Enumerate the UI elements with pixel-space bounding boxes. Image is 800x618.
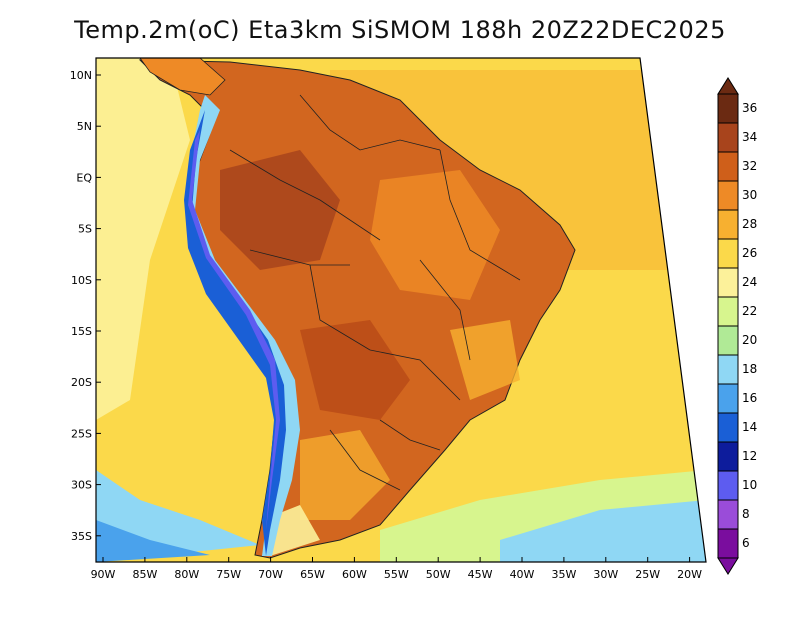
- colorbar-segment: [717, 238, 739, 269]
- longitude-axis: 90W 85W 80W 75W 70W 65W 60W 55W 50W 45W 40W 35W 30W 2…: [91, 557, 702, 581]
- latitude-axis: 10N 5N EQ 5S 10S 15S 20S 25S 30S 35S: [70, 69, 101, 543]
- colorbar-segment: [717, 209, 739, 240]
- lon-tick-label: 55W: [384, 568, 409, 581]
- colorbar-label: 24: [742, 275, 757, 289]
- southeast-brazil-mild: [450, 320, 520, 400]
- colorbar-segment: [717, 122, 739, 153]
- pacific-cool-strip: [96, 58, 190, 420]
- colorbar-segment: [717, 441, 739, 472]
- central-brazil-warm: [370, 170, 500, 300]
- colorbar-label: 32: [742, 159, 757, 173]
- lat-tick-label: 10N: [70, 69, 92, 82]
- colorbar-label: 36: [742, 101, 757, 115]
- lat-tick-label: 35S: [71, 530, 92, 543]
- colorbar-segment: [717, 151, 739, 182]
- colorbar-label: 30: [742, 188, 757, 202]
- colorbar-label: 20: [742, 333, 757, 347]
- colorbar-top-arrow: [717, 77, 739, 95]
- country-borders: [229, 94, 521, 491]
- colorbar-segment: [717, 267, 739, 298]
- lon-tick-label: 50W: [426, 568, 451, 581]
- lon-tick-label: 20W: [677, 568, 702, 581]
- lat-tick-label: 15S: [71, 325, 92, 338]
- colorbar-segment: [717, 296, 739, 327]
- andes-peaks: [188, 130, 280, 530]
- lat-tick-label: 30S: [71, 479, 92, 492]
- andes-colder-band: [184, 110, 286, 556]
- lon-tick-label: 70W: [258, 568, 283, 581]
- lon-tick-label: 65W: [300, 568, 325, 581]
- colorbar-label: 12: [742, 449, 757, 463]
- colorbar-segment: [717, 383, 739, 414]
- colorbar-label: 34: [742, 130, 757, 144]
- colorbar-segment: [717, 93, 739, 124]
- colorbar: 36 34 32 30 28 26 24 22 20 18 16 14 12 10 8 6: [717, 77, 757, 575]
- chaco-hot-region: [300, 320, 410, 420]
- lon-tick-label: 80W: [174, 568, 199, 581]
- lon-tick-label: 60W: [342, 568, 367, 581]
- south-pacific-colder: [96, 520, 210, 562]
- colorbar-segment: [717, 412, 739, 443]
- lon-tick-label: 35W: [551, 568, 576, 581]
- map-title: Temp.2m(oC) Eta3km SiSMOM 188h 20Z22DEC2…: [74, 16, 726, 44]
- colorbar-label: 16: [742, 391, 757, 405]
- colorbar-label: 22: [742, 304, 757, 318]
- colorbar-segment: [717, 470, 739, 501]
- colorbar-label: 14: [742, 420, 757, 434]
- colorbar-label: 18: [742, 362, 757, 376]
- colorbar-label: 8: [742, 507, 750, 521]
- lat-tick-label: 5N: [77, 120, 92, 133]
- lon-tick-label: 40W: [510, 568, 535, 581]
- lat-tick-label: 20S: [71, 376, 92, 389]
- map-frame: [95, 57, 707, 563]
- lon-tick-label: 30W: [593, 568, 618, 581]
- lon-tick-label: 85W: [132, 568, 157, 581]
- colorbar-segment: [717, 325, 739, 356]
- amazon-hot-region: [220, 150, 340, 270]
- south-atlantic-cold: [500, 500, 706, 562]
- lat-tick-label: 5S: [78, 223, 92, 236]
- lon-tick-label: 90W: [91, 568, 116, 581]
- lat-tick-label: EQ: [76, 171, 92, 184]
- pampas-mild: [300, 430, 390, 520]
- central-america: [139, 58, 226, 96]
- colorbar-segment: [717, 528, 739, 559]
- map-panel: [96, 58, 706, 562]
- lon-tick-label: 45W: [468, 568, 493, 581]
- colorbar-segment: [717, 499, 739, 530]
- colorbar-label: 6: [742, 536, 750, 550]
- lat-tick-label: 25S: [71, 427, 92, 440]
- colorbar-label: 26: [742, 246, 757, 260]
- colorbar-segment: [717, 354, 739, 385]
- lon-tick-label: 25W: [635, 568, 660, 581]
- colorbar-bottom-arrow: [717, 557, 739, 575]
- colorbar-segment: [717, 180, 739, 211]
- colorbar-label: 28: [742, 217, 757, 231]
- lat-tick-label: 10S: [71, 274, 92, 287]
- colorbar-label: 10: [742, 478, 757, 492]
- lon-tick-label: 75W: [216, 568, 241, 581]
